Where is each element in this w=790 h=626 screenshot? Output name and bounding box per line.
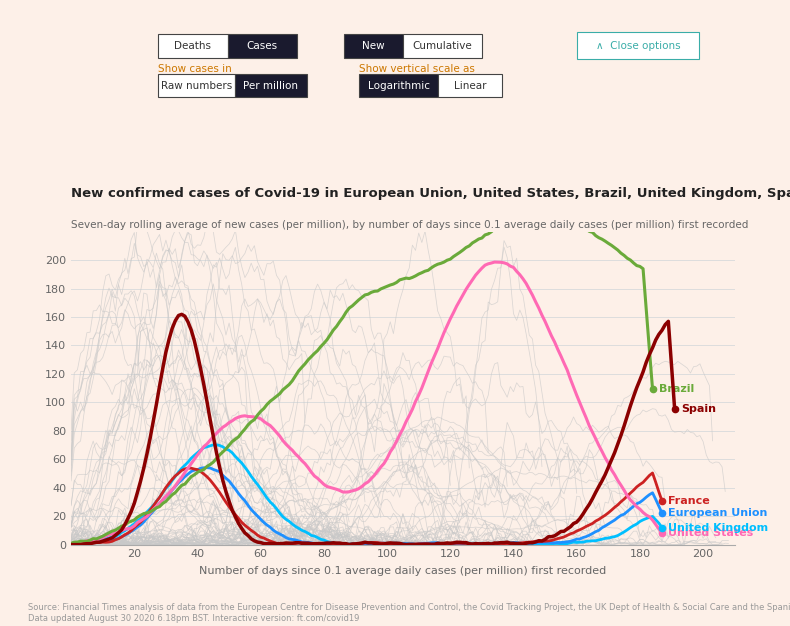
Text: Brazil: Brazil bbox=[659, 384, 694, 394]
Text: Deaths: Deaths bbox=[175, 41, 211, 51]
Text: New confirmed cases of Covid-19 in European Union, United States, Brazil, United: New confirmed cases of Covid-19 in Europ… bbox=[71, 187, 790, 200]
Text: Per million: Per million bbox=[243, 81, 299, 91]
Text: United Kingdom: United Kingdom bbox=[668, 523, 769, 533]
Text: United States: United States bbox=[668, 528, 754, 538]
Text: European Union: European Union bbox=[668, 508, 768, 518]
Text: New: New bbox=[362, 41, 385, 51]
X-axis label: Number of days since 0.1 average daily cases (per million) first recorded: Number of days since 0.1 average daily c… bbox=[199, 567, 607, 577]
Text: ∧  Close options: ∧ Close options bbox=[596, 41, 680, 51]
Text: Show vertical scale as: Show vertical scale as bbox=[359, 64, 476, 74]
Text: Raw numbers: Raw numbers bbox=[161, 81, 232, 91]
Text: Cases: Cases bbox=[246, 41, 278, 51]
Text: Spain: Spain bbox=[681, 404, 716, 414]
Text: Logarithmic: Logarithmic bbox=[368, 81, 430, 91]
Text: Seven-day rolling average of new cases (per million), by number of days since 0.: Seven-day rolling average of new cases (… bbox=[71, 220, 748, 230]
Text: France: France bbox=[668, 496, 710, 506]
Text: Cumulative: Cumulative bbox=[412, 41, 472, 51]
Text: Linear: Linear bbox=[453, 81, 487, 91]
Text: Show cases in: Show cases in bbox=[158, 64, 231, 74]
Text: Source: Financial Times analysis of data from the European Centre for Disease Pr: Source: Financial Times analysis of data… bbox=[28, 603, 790, 623]
